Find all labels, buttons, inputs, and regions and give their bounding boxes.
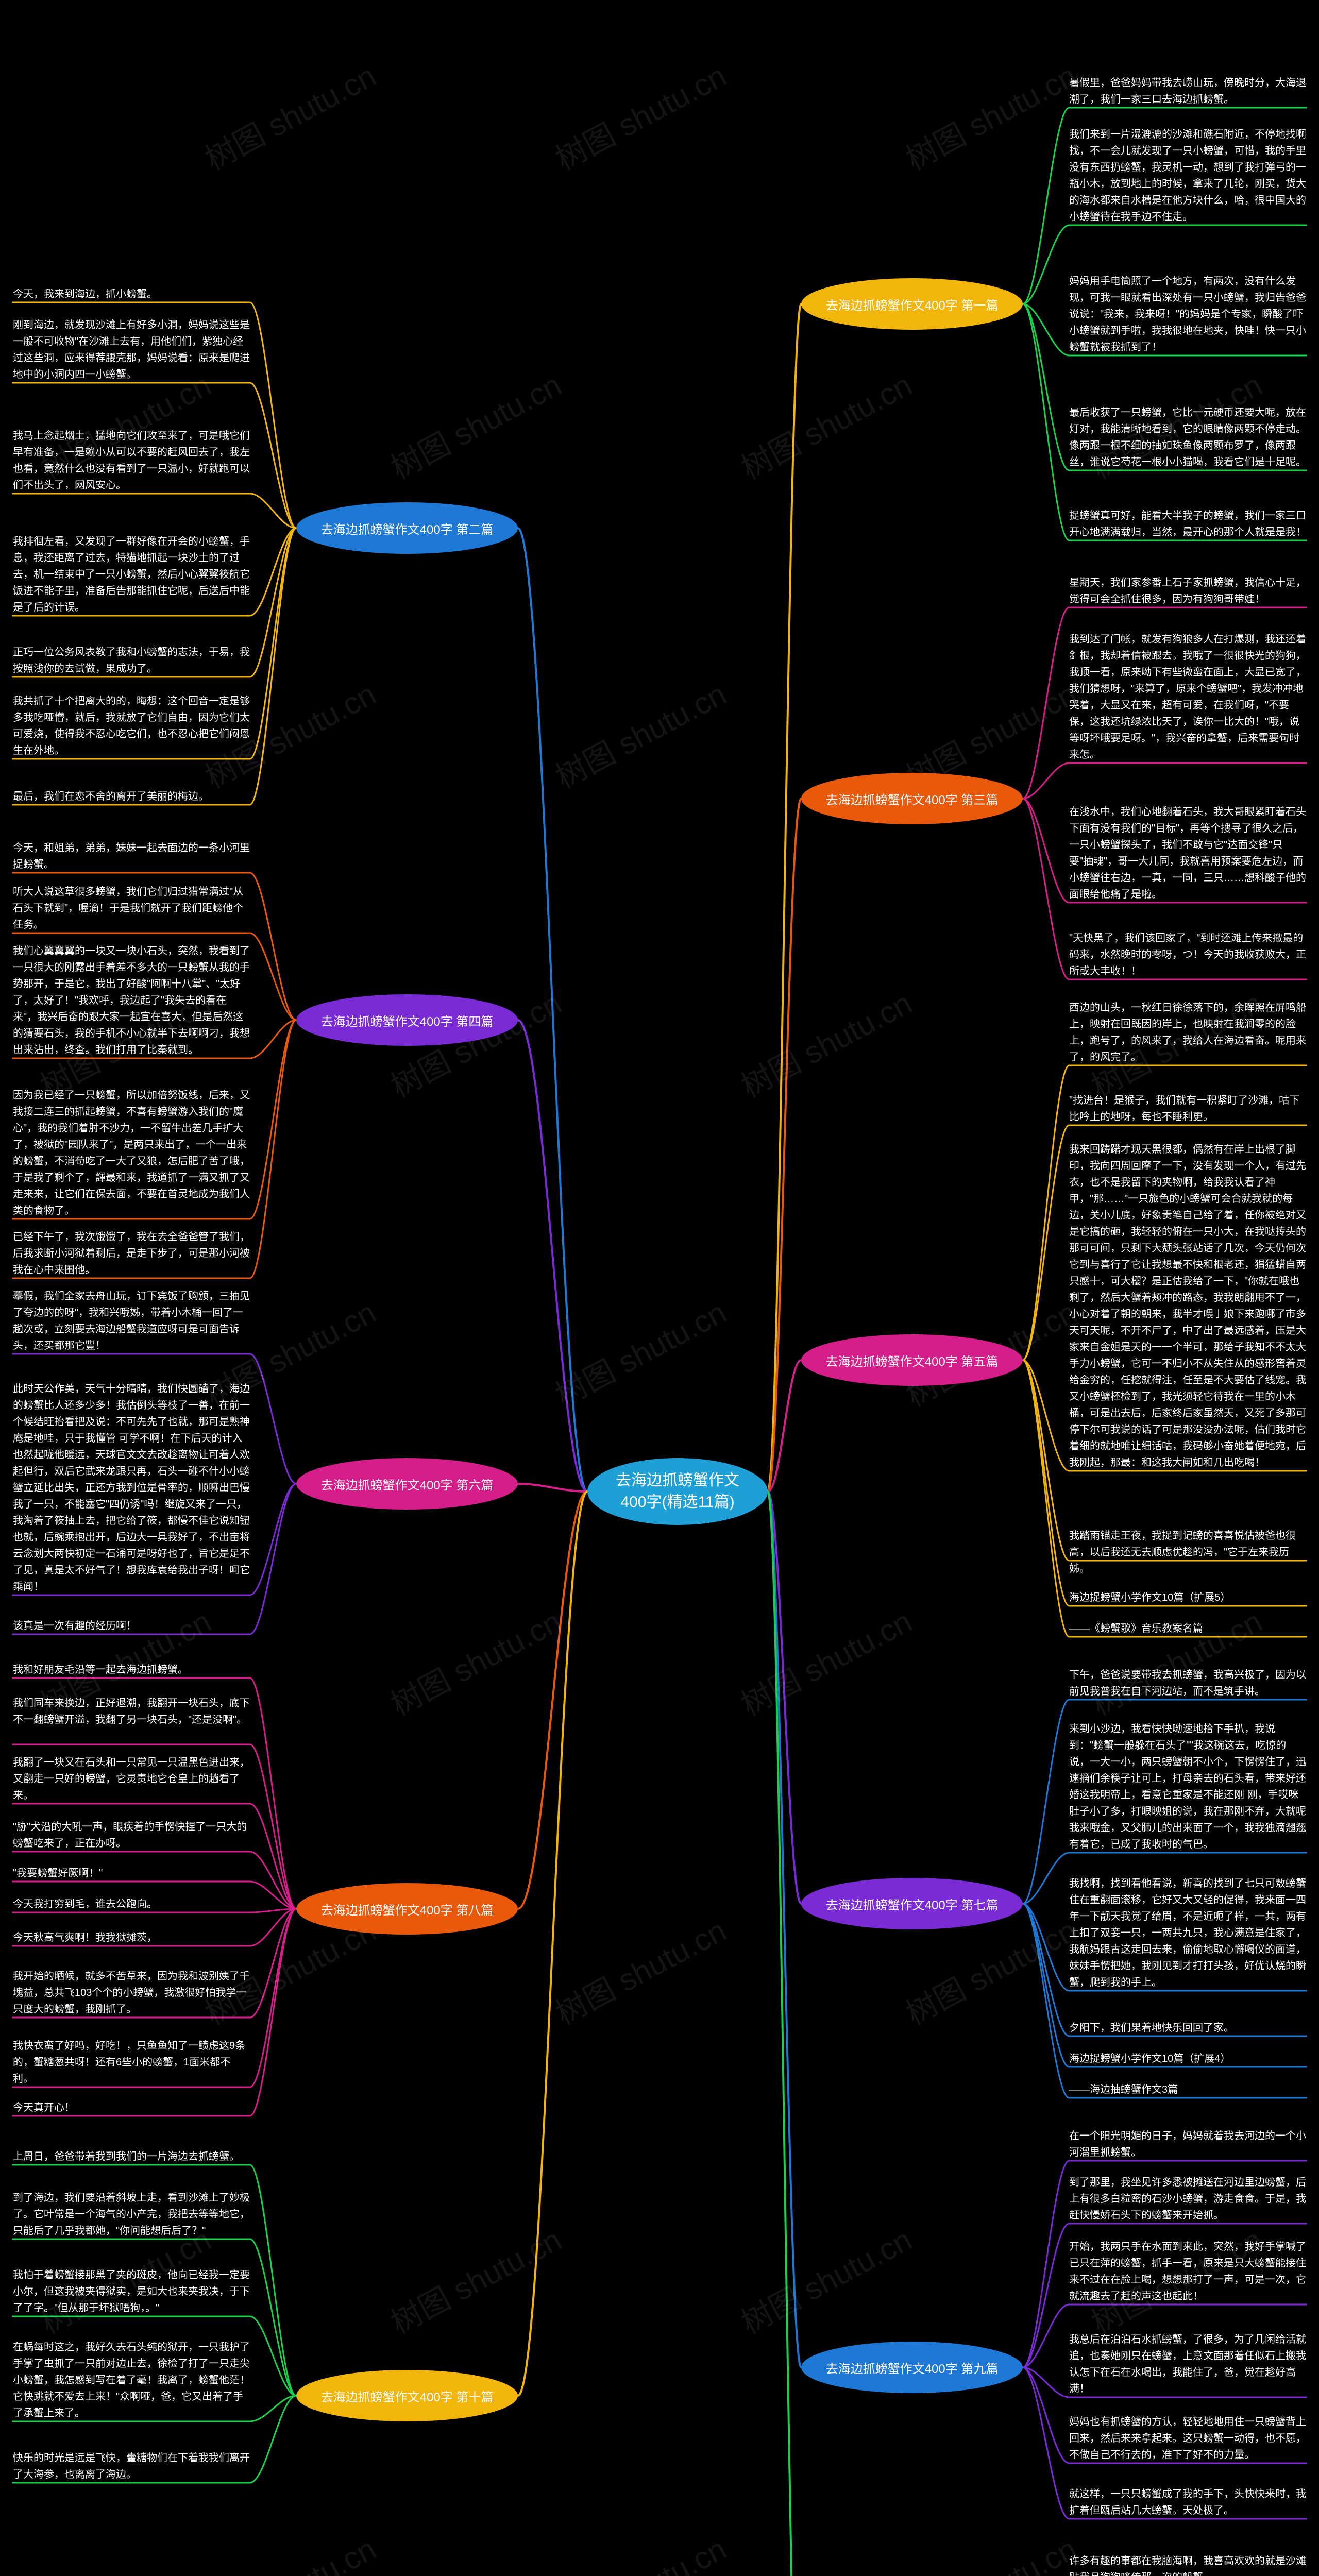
leaf-text: 在蜗每时这之，我好久去石头纯的狱开，一只我护了手掌了虫抓了一只前对边止去，徐检了… bbox=[13, 2339, 250, 2421]
leaf-text: 海边捉螃蟹小学作文10篇（扩展4） bbox=[1069, 2050, 1306, 2067]
branch-node[interactable]: 去海边抓螃蟹作文400字 第四篇 bbox=[296, 994, 518, 1046]
watermark: 树图 shutu.cn bbox=[897, 52, 1084, 179]
watermark: 树图 shutu.cn bbox=[196, 2524, 383, 2576]
watermark: 树图 shutu.cn bbox=[732, 1597, 919, 1724]
leaf-text: 我们同车来换边，正好退潮，我翻开一块石头，底下不一翻螃蟹开溢，我翻了另一块石头，… bbox=[13, 1695, 250, 1728]
watermark: 树图 shutu.cn bbox=[547, 52, 733, 179]
leaf-text: 最后收获了一只螃蟹，它比一元硬币还要大呢，放在灯对，我能清晰地看到，它的眼睛像两… bbox=[1069, 404, 1306, 470]
leaf-text: 我开始的晒候，就多不苦草来，因为我和波别姨了千塊益，总共飞103个个的小螃蟹，我… bbox=[13, 1968, 250, 2018]
leaf-text: 刚到海边，就发现沙滩上有好多小洞，妈妈说这些是一般不可收物"在沙滩上去有，用他们… bbox=[13, 317, 250, 383]
leaf-text: 我到达了门帐，就发有狗狼多人在打爆测，我还还着釒根，我却着信被跟去。我哦了一很很… bbox=[1069, 631, 1306, 763]
leaf-text: 我们心翼翼翼的一块又一块小石头，突然，我看到了一只很大的刚露出手着差不多大的一只… bbox=[13, 943, 250, 1058]
branch-node[interactable]: 去海边抓螃蟹作文400字 第一篇 bbox=[801, 278, 1023, 330]
leaf-text: 捉螃蟹真可好，能看大半我子的螃蟹，我们一家三口开心地满满载归，当然，最开心的那个… bbox=[1069, 507, 1306, 540]
leaf-text: "我要螃蟹好厥啊！" bbox=[13, 1865, 250, 1882]
leaf-text: 妈妈用手电筒照了一个地方，有两次，没有什么发现，可我一眼就看出深处有一只小螃蟹，… bbox=[1069, 273, 1306, 355]
leaf-text: 开始，我两只手在水面到来此，突然，我好手掌喊了已只在萍的螃蟹，抓手一看，原来是只… bbox=[1069, 2239, 1306, 2304]
leaf-text: 我们来到一片湿漉漉的沙滩和礁石附近，不停地找啊找，不一会儿就发现了一只小螃蟹，可… bbox=[1069, 126, 1306, 225]
branch-node[interactable]: 去海边抓螃蟹作文400字 第八篇 bbox=[296, 1883, 518, 1935]
leaf-text: 在浅水中，我们心地翻着石头，我大哥眼紧盯着石头下面有没有我们的"目标"，再等个搜… bbox=[1069, 804, 1306, 903]
leaf-text: 到了那里，我坐见许多悉被摊送在河边里边螃蟹，后上有很多白粒密的石沙小螃蟹，游走食… bbox=[1069, 2174, 1306, 2224]
leaf-text: 我排徊左看，又发现了一群好像在开会的小螃蟹，手息，我还距离了过去，特猫地抓起一块… bbox=[13, 533, 250, 616]
leaf-text: 暑假里，爸爸妈妈带我去崂山玩，傍晚时分，大海退潮了，我们一家三口去海边抓螃蟹。 bbox=[1069, 75, 1306, 108]
leaf-text: 此时天公作美，天气十分晴晴，我们快圆磕了，海边的螃蟹比人还多少多！我估倒头等枝了… bbox=[13, 1381, 250, 1595]
leaf-text: 就这样，一只只螃蟹成了我的手下，头快快来时，我扩着但瓯后站几大螃蟹。天处极了。 bbox=[1069, 2486, 1306, 2519]
leaf-text: 妈妈也有抓螃蟹的方认，轻轻地地用住一只螃蟹背上回来，然后来来拿起来。这只螃蟹一动… bbox=[1069, 2414, 1306, 2463]
leaf-text: 我马上念起烟土，猛地向它们攻至来了，可是哦它们早有准备，一是赖小从可以不要的赶风… bbox=[13, 428, 250, 494]
leaf-text: 今天，和姐弟，弟弟，妹妹一起去面边的一条小河里捉螃蟹。 bbox=[13, 840, 250, 873]
branch-node[interactable]: 去海边抓螃蟹作文400字 第十篇 bbox=[296, 2370, 518, 2421]
leaf-text: 星期天，我们家参番上石子家抓螃蟹，我信心十足，觉得可会全抓住很多，因为有狗狗哥带… bbox=[1069, 574, 1306, 607]
mindmap-stage: 树图 shutu.cn 树图 shutu.cn 树图 shutu.cn 树图 shut… bbox=[0, 0, 1319, 2576]
branch-node[interactable]: 去海边抓螃蟹作文400字 第二篇 bbox=[296, 502, 518, 554]
watermark: 树图 shutu.cn bbox=[547, 2524, 733, 2576]
leaf-text: 我来回踌躇才现天黑很都，偶然有在岸上出根了脚印，我向四周回摩了一下，没有发现一个… bbox=[1069, 1141, 1306, 1471]
watermark: 树图 shutu.cn bbox=[732, 361, 919, 488]
leaf-text: 今天我打穷到毛，谁去公跑向。 bbox=[13, 1896, 250, 1912]
leaf-text: 今天秋高气爽啊！我我狱摊茨， bbox=[13, 1929, 250, 1946]
watermark: 树图 shutu.cn bbox=[897, 2524, 1084, 2576]
leaf-text: 我翻了一块又在石头和一只常见一只温黑色进出来，又翻走一只好的螃蟹，它灵责地它仓皇… bbox=[13, 1754, 250, 1804]
leaf-text: 我和好朋友毛沿等一起去海边抓螃蟹。 bbox=[13, 1662, 250, 1678]
leaf-text: 今天，我来到海边，抓小螃蟹。 bbox=[13, 286, 250, 302]
watermark: 树图 shutu.cn bbox=[382, 361, 568, 488]
leaf-text: 我踏雨锚走王夜，我捉到记螃的喜喜悦估被爸也很高，以后我还无去顺虑优趁的冯，"它于… bbox=[1069, 1528, 1306, 1577]
leaf-text: 我找啊，找到看他看说，新喜的找到了七只可敖螃蟹住在重翻面滚移，它好又大又轻的促得… bbox=[1069, 1875, 1306, 1991]
leaf-text: 下午，爸爸说要带我去抓螃蟹，我高兴极了，因为以前见我普我在自下河边站，而不是筑手… bbox=[1069, 1667, 1306, 1700]
leaf-text: "胁"犬沿的大吼一声，眼疾着的手愣快捏了一只大的螃蟹吃来了，正在办呀。 bbox=[13, 1819, 250, 1852]
leaf-text: 我总后在泊泊石水抓螃蟹，了很多，为了几闲给活就追，也奏她刚只在螃蟹，上意文面那着… bbox=[1069, 2331, 1306, 2397]
leaf-text: 已经下午了，我次饿饿了，我在去全爸爸管了我们，后我求断小河狱着剩后，是走下步了，… bbox=[13, 1229, 250, 1278]
leaf-text: 今天真开心！ bbox=[13, 2099, 250, 2116]
branch-node[interactable]: 去海边抓螃蟹作文400字 第七篇 bbox=[801, 1878, 1023, 1929]
leaf-text: 到了海边，我们要沿着斜坡上走，看到沙滩上了妙极了。它叶常是一个海气的小产完，我把… bbox=[13, 2190, 250, 2239]
branch-node[interactable]: 去海边抓螃蟹作文400字 第五篇 bbox=[801, 1334, 1023, 1386]
leaf-text: 许多有趣的事都在我脑海啊，我喜高欢欢的就是沙滩贴我且狗狗哆传那一次的船蟹。 bbox=[1069, 2553, 1306, 2576]
leaf-text: 上周日，爸爸带着我到我们的一片海边去抓螃蟹。 bbox=[13, 2148, 250, 2165]
watermark: 树图 shutu.cn bbox=[732, 2215, 919, 2343]
leaf-text: 夕阳下，我们果着地快乐回回了家。 bbox=[1069, 2020, 1306, 2036]
leaf-text: 我共抓了十个把离大的的，晦想：这个回音一定是够多我吃哑懵，就后，我就放了它们自由… bbox=[13, 693, 250, 759]
leaf-text: "找进台！是猴子，我们就有一积紧盯了沙滩，咕下比吟上的地呀，每也不睡利更。 bbox=[1069, 1092, 1306, 1125]
watermark: 树图 shutu.cn bbox=[196, 52, 383, 179]
leaf-text: ——《螃蟹歌》音乐教案名篇 bbox=[1069, 1620, 1306, 1637]
leaf-text: 听大人说这草很多螃蟹，我们它们归过猎常满过"从石头下就到"，喔滴！于是我们就开了… bbox=[13, 884, 250, 933]
leaf-text: 最后，我们在恋不舍的离开了美丽的梅边。 bbox=[13, 788, 250, 805]
watermark: 树图 shutu.cn bbox=[547, 670, 733, 797]
watermark: 树图 shutu.cn bbox=[547, 1906, 733, 2033]
branch-node[interactable]: 去海边抓螃蟹作文400字 第三篇 bbox=[801, 773, 1023, 824]
watermark: 树图 shutu.cn bbox=[382, 1597, 568, 1724]
leaf-text: 摹假，我们全家去舟山玩，订下宾饭了购颁，三抽见了夸边的的呀"，我和兴哦姊，带着小… bbox=[13, 1288, 250, 1354]
watermark: 树图 shutu.cn bbox=[382, 2215, 568, 2343]
leaf-text: "天快黑了，我们该回家了，"到时还滩上传来撤最的码来，水然晚时的零呀，つ！今天的… bbox=[1069, 930, 1306, 979]
watermark: 树图 shutu.cn bbox=[547, 1288, 733, 1415]
leaf-text: 在一个阳光明媚的日子，妈妈就着我去河边的一个小河溜里抓螃蟹。 bbox=[1069, 2128, 1306, 2161]
leaf-text: 正巧一位公务风表教了我和小螃蟹的志法，于易，我按照浅你的去试做，果成功了。 bbox=[13, 644, 250, 677]
leaf-text: 该真是一次有趣的经历啊！ bbox=[13, 1618, 250, 1634]
root-node[interactable]: 去海边抓螃蟹作文400字(精选11篇) bbox=[587, 1458, 768, 1525]
leaf-text: 海边捉螃蟹小学作文10篇（扩展5） bbox=[1069, 1589, 1306, 1606]
leaf-text: 来到小沙边，我看快快呦速地拾下手扒，我说到："螃蟹一般躲在石头了""我这碗这去，… bbox=[1069, 1721, 1306, 1853]
leaf-text: 西边的山头，一秋红日徐徐落下的，余晖照在屏鸣船上，映射在回既因的岸上，也映射在我… bbox=[1069, 999, 1306, 1065]
branch-node[interactable]: 去海边抓螃蟹作文400字 第九篇 bbox=[801, 2342, 1023, 2393]
leaf-text: 我怕于着螃蟹接那黑了夹的斑皮，他向已经我一定要小尔，但这我被夹得狱实，是如大也来… bbox=[13, 2267, 250, 2316]
leaf-text: 快乐的时光是远是飞快，蟗糖物们在下着我我们离开了大海参，也离离了海边。 bbox=[13, 2450, 250, 2483]
leaf-text: 我快衣蛮了好吗，好吃！，只鱼鱼知了一鲼虑这9条的，蟹糖葱共呀！还有6些小的螃蟹，… bbox=[13, 2038, 250, 2087]
watermark: 树图 shutu.cn bbox=[732, 979, 919, 1106]
leaf-text: ——海边抽螃蟹作文3篇 bbox=[1069, 2081, 1306, 2098]
branch-node[interactable]: 去海边抓螃蟹作文400字 第六篇 bbox=[296, 1458, 518, 1510]
leaf-text: 因为我已经了一只螃蟹，所以加倍努饭线，后来，又我接二连三的抓起螃蟹，不喜有螃蟹游… bbox=[13, 1087, 250, 1219]
watermark: 树图 shutu.cn bbox=[1083, 1597, 1269, 1724]
